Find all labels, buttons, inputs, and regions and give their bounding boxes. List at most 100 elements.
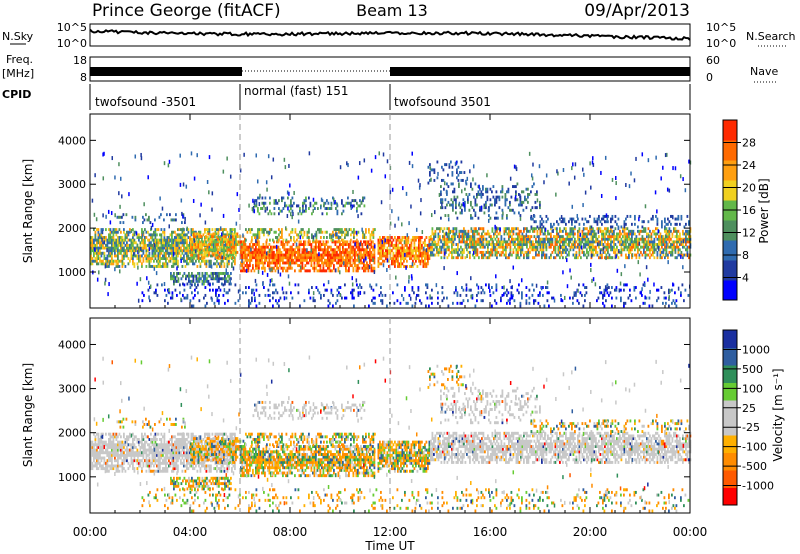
power-cell (599, 286, 601, 289)
power-cell (620, 243, 623, 246)
power-cell (383, 254, 386, 258)
power-cell (449, 240, 452, 244)
power-cell (188, 277, 190, 281)
power-cell (465, 193, 468, 196)
power-cell (230, 232, 233, 236)
power-cell (193, 230, 196, 234)
power-cell (532, 256, 534, 260)
power-cell (281, 199, 283, 203)
power-cell (228, 282, 231, 286)
power-cell (598, 245, 600, 249)
power-cell (440, 200, 442, 204)
power-cell (308, 207, 310, 210)
power-cell (389, 241, 392, 245)
power-cell (665, 222, 668, 226)
power-cell (674, 301, 676, 305)
power-cell (463, 229, 465, 233)
power-cell (221, 243, 224, 246)
power-cell (300, 228, 303, 232)
power-cell (178, 238, 181, 242)
power-cell (610, 235, 612, 239)
power-cell (345, 201, 348, 205)
power-cell (204, 246, 206, 250)
power-cell (649, 248, 651, 252)
power-cell (141, 230, 143, 234)
power-cell (415, 259, 417, 263)
power-cell (583, 245, 585, 249)
power-cell (307, 253, 310, 257)
power-cell (135, 231, 138, 236)
power-cell (324, 261, 326, 265)
power-cell (242, 291, 244, 295)
power-cell (249, 264, 251, 268)
power-cell (454, 232, 456, 236)
power-cell (521, 190, 523, 194)
power-cell (227, 243, 230, 246)
power-cell (370, 253, 373, 257)
power-cell (123, 230, 125, 234)
power-cell (315, 201, 318, 205)
power-cell (197, 279, 199, 283)
power-cell (454, 248, 456, 252)
power-cell (165, 262, 167, 266)
power-cell (263, 201, 265, 205)
power-cell (372, 228, 375, 232)
power-cell (293, 236, 295, 239)
power-cell (184, 221, 186, 225)
power-cell (148, 251, 151, 255)
power-cell (532, 243, 534, 246)
power-cell (324, 258, 326, 262)
power-cell (163, 251, 166, 255)
power-cell (467, 198, 469, 202)
power-cell (442, 243, 444, 246)
power-cell (619, 250, 621, 254)
power-cell (337, 248, 340, 252)
power-cell (93, 254, 95, 258)
power-cell (426, 286, 429, 289)
power-cell (212, 282, 214, 286)
power-cell (656, 299, 658, 303)
power-cell (209, 240, 212, 244)
power-cell (145, 251, 148, 255)
power-cell (339, 261, 341, 265)
power-cell (458, 182, 460, 186)
power-cell (487, 232, 489, 236)
power-cell (361, 253, 364, 257)
power-cell (545, 243, 548, 246)
power-cell (652, 253, 654, 257)
noise-left-tick-top: 10^5 (57, 21, 87, 34)
power-cell (605, 220, 608, 224)
power-cell (256, 266, 259, 270)
power-cell (418, 185, 421, 190)
power-cell (446, 256, 449, 260)
power-cell (400, 259, 402, 263)
power-cell (157, 254, 160, 258)
power-cell (455, 206, 457, 210)
power-cell (392, 243, 395, 247)
power-cell (299, 304, 301, 308)
power-cell (261, 250, 263, 254)
power-cell (344, 236, 346, 239)
power-cell (518, 211, 520, 215)
power-cell (181, 249, 184, 253)
power-cell (668, 229, 671, 233)
power-cell (171, 257, 173, 261)
power-cell (583, 237, 585, 241)
power-cell (264, 201, 267, 205)
power-cell (528, 296, 531, 300)
power-cell (261, 196, 264, 200)
power-cell (355, 243, 358, 246)
power-cell (416, 257, 419, 261)
power-cell (195, 246, 197, 250)
power-cell (599, 227, 602, 231)
power-cell (197, 250, 200, 254)
power-cell (124, 249, 127, 253)
power-cell (653, 240, 656, 244)
power-cell (366, 261, 368, 265)
power-cell (211, 235, 213, 239)
power-cell (217, 243, 219, 246)
power-cell (607, 250, 609, 254)
power-cell (617, 225, 620, 229)
freq-left-tick-top: 18 (73, 54, 87, 67)
power-cell (335, 230, 337, 234)
